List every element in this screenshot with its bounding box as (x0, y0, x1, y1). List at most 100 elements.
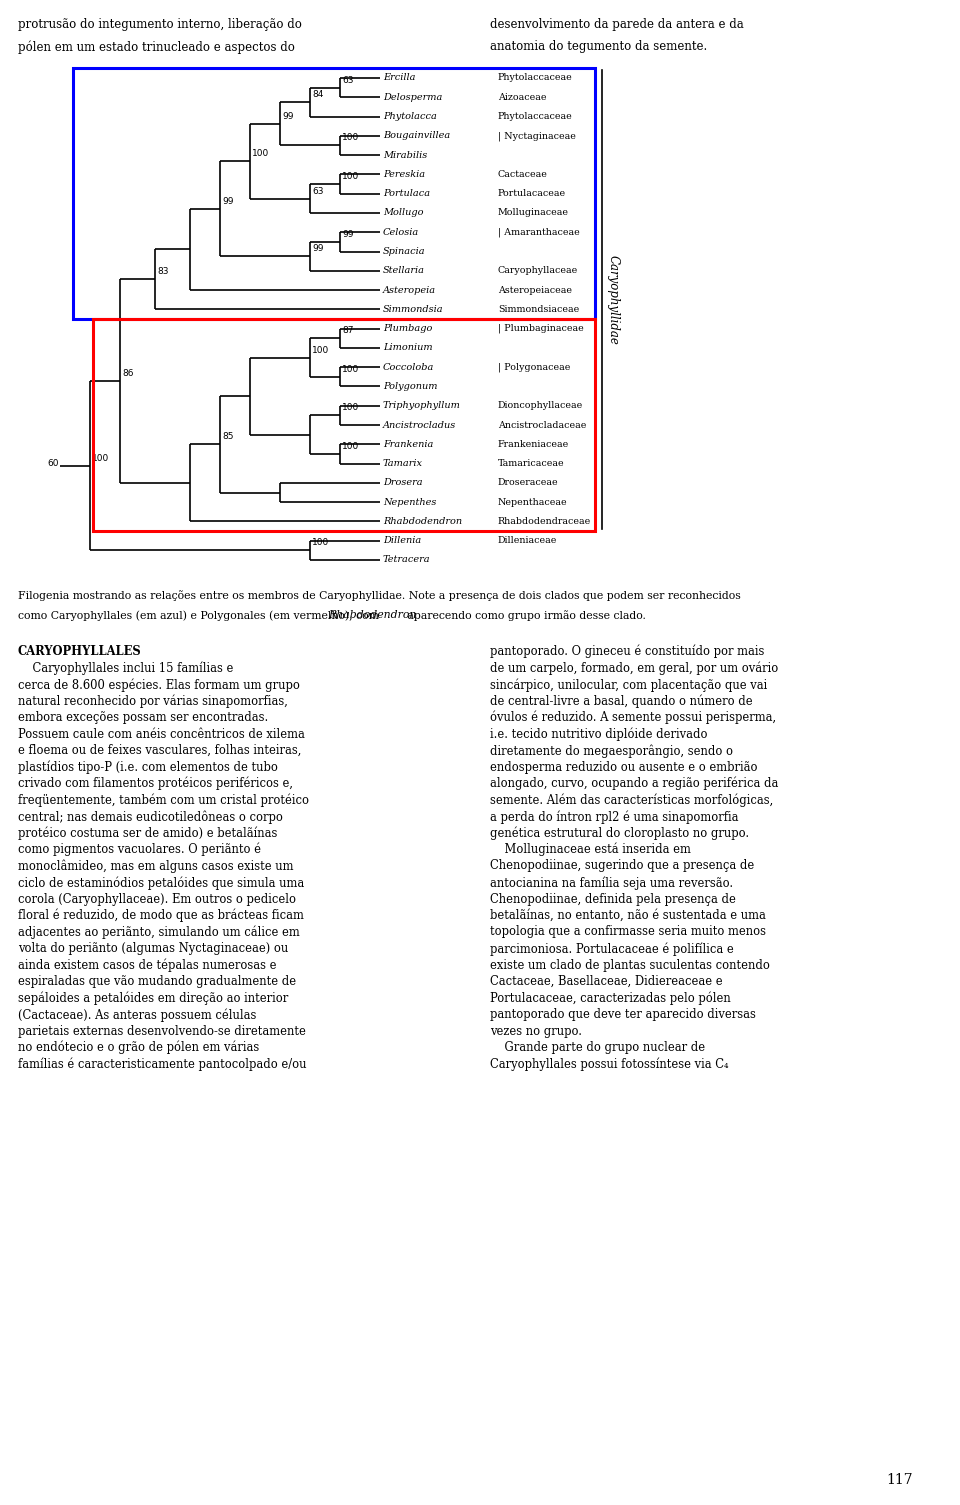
Text: parcimoniosa. Portulacaceae é polifílica e: parcimoniosa. Portulacaceae é polifílica… (490, 942, 733, 956)
Text: Nepenthes: Nepenthes (383, 498, 437, 507)
Text: plastídios tipo-P (i.e. com elementos de tubo: plastídios tipo-P (i.e. com elementos de… (18, 760, 277, 774)
Text: betalãínas, no entanto, não é sustentada e uma: betalãínas, no entanto, não é sustentada… (490, 909, 766, 923)
Text: Ancistrocladaceae: Ancistrocladaceae (498, 420, 587, 429)
Text: anatomia do tegumento da semente.: anatomia do tegumento da semente. (490, 41, 708, 53)
Text: Caryophyllaceae: Caryophyllaceae (498, 266, 578, 275)
Text: floral é reduzido, de modo que as brácteas ficam: floral é reduzido, de modo que as brácte… (18, 909, 304, 923)
Text: Asteropeia: Asteropeia (383, 286, 436, 295)
Text: Stellaria: Stellaria (383, 266, 425, 275)
Text: volta do periãnto (algumas Nyctaginaceae) ou: volta do periãnto (algumas Nyctaginaceae… (18, 942, 288, 956)
Text: ainda existem casos de tépalas numerosas e: ainda existem casos de tépalas numerosas… (18, 959, 276, 972)
Text: corola (Caryophyllaceae). Em outros o pedicelo: corola (Caryophyllaceae). Em outros o pe… (18, 892, 296, 906)
Text: vezes no grupo.: vezes no grupo. (490, 1025, 582, 1037)
Text: 100: 100 (342, 403, 359, 412)
Text: 100: 100 (342, 134, 359, 143)
Text: a perda do íntron rpl2 é uma sinapomorfia: a perda do íntron rpl2 é uma sinapomorfi… (490, 810, 738, 823)
Text: endosperma reduzido ou ausente e o embrião: endosperma reduzido ou ausente e o embri… (490, 760, 757, 774)
Text: Tetracera: Tetracera (383, 555, 431, 564)
Text: Aizoaceae: Aizoaceae (498, 93, 546, 102)
Text: Mollugo: Mollugo (383, 209, 423, 217)
Text: Filogenia mostrando as relações entre os membros de Caryophyllidae. Note a prese: Filogenia mostrando as relações entre os… (18, 590, 741, 600)
Text: Phytolaccaceae: Phytolaccaceae (498, 111, 573, 120)
Text: no endótecio e o grão de pólen em várias: no endótecio e o grão de pólen em várias (18, 1041, 259, 1055)
Text: antocianina na família seja uma reversão.: antocianina na família seja uma reversão… (490, 876, 733, 889)
Text: Grande parte do grupo nuclear de: Grande parte do grupo nuclear de (490, 1041, 706, 1053)
Text: Molluginaceae: Molluginaceae (498, 209, 569, 217)
Text: como pigmentos vacuolares. O periãnto é: como pigmentos vacuolares. O periãnto é (18, 843, 261, 856)
Bar (93, 319, 595, 531)
Text: de central-livre a basal, quando o número de: de central-livre a basal, quando o númer… (490, 694, 753, 707)
Text: aparecendo como grupo irmão desse clado.: aparecendo como grupo irmão desse clado. (404, 610, 646, 622)
Text: sincárpico, unilocular, com placentação que vai: sincárpico, unilocular, com placentação … (490, 677, 767, 691)
Text: Possuem caule com anéis concêntricos de xilema: Possuem caule com anéis concêntricos de … (18, 727, 305, 740)
Text: Dioncophyllaceae: Dioncophyllaceae (498, 402, 584, 411)
Text: sepáloides a petalóides em direção ao interior: sepáloides a petalóides em direção ao in… (18, 992, 288, 1005)
Text: 85: 85 (222, 432, 233, 441)
Text: parietais externas desenvolvendo-se diretamente: parietais externas desenvolvendo-se dire… (18, 1025, 306, 1037)
Text: Phytolaccaceae: Phytolaccaceae (498, 74, 573, 83)
Text: topologia que a confirmasse seria muito menos: topologia que a confirmasse seria muito … (490, 926, 766, 939)
Text: Limonium: Limonium (383, 343, 433, 352)
Text: Frankeniaceae: Frankeniaceae (498, 439, 569, 448)
Text: CARYOPHYLLALES: CARYOPHYLLALES (18, 646, 142, 658)
Text: 100: 100 (312, 346, 329, 355)
Text: 100: 100 (342, 172, 359, 181)
Text: Cactaceae: Cactaceae (498, 170, 548, 179)
Text: Tamaricaceae: Tamaricaceae (498, 459, 564, 468)
Text: alongado, curvo, ocupando a região periférica da: alongado, curvo, ocupando a região perif… (490, 777, 779, 790)
Text: | Polygonaceae: | Polygonaceae (498, 363, 570, 372)
Text: Pereskia: Pereskia (383, 170, 425, 179)
Text: | Nyctaginaceae: | Nyctaginaceae (498, 131, 576, 140)
Text: Caryophyllales inclui 15 famílias e: Caryophyllales inclui 15 famílias e (18, 662, 233, 676)
Text: existe um clado de plantas suculentas contendo: existe um clado de plantas suculentas co… (490, 959, 770, 972)
Text: crivado com filamentos protéicos periféricos e,: crivado com filamentos protéicos perifér… (18, 777, 293, 790)
Text: e floema ou de feixes vasculares, folhas inteiras,: e floema ou de feixes vasculares, folhas… (18, 743, 301, 757)
Text: Celosia: Celosia (383, 227, 420, 236)
Text: 99: 99 (312, 244, 324, 253)
Text: adjacentes ao periãnto, simulando um cálice em: adjacentes ao periãnto, simulando um cál… (18, 926, 300, 939)
Text: Rhabdodendron: Rhabdodendron (383, 516, 462, 525)
Text: Phytolacca: Phytolacca (383, 111, 437, 120)
Text: óvulos é reduzido. A semente possui perisperma,: óvulos é reduzido. A semente possui peri… (490, 710, 776, 724)
Text: desenvolvimento da parede da antera e da: desenvolvimento da parede da antera e da (490, 18, 744, 32)
Bar (73, 68, 595, 319)
Text: Ercilla: Ercilla (383, 74, 416, 83)
Text: Coccoloba: Coccoloba (383, 363, 434, 372)
Text: (Cactaceae). As anteras possuem células: (Cactaceae). As anteras possuem células (18, 1008, 256, 1022)
Text: Chenopodiinae, definida pela presença de: Chenopodiinae, definida pela presença de (490, 892, 736, 906)
Text: Nepenthaceae: Nepenthaceae (498, 498, 567, 507)
Text: Polygonum: Polygonum (383, 382, 438, 391)
Text: genética estrutural do cloroplasto no grupo.: genética estrutural do cloroplasto no gr… (490, 826, 749, 840)
Text: Plumbago: Plumbago (383, 324, 432, 333)
Text: Spinacia: Spinacia (383, 247, 425, 256)
Text: Portulacaceae: Portulacaceae (498, 190, 566, 199)
Text: monoclâmideo, mas em alguns casos existe um: monoclâmideo, mas em alguns casos existe… (18, 859, 294, 873)
Text: 87: 87 (342, 327, 353, 336)
Text: | Plumbaginaceae: | Plumbaginaceae (498, 324, 584, 334)
Text: | Amaranthaceae: | Amaranthaceae (498, 227, 580, 236)
Text: Asteropeiaceae: Asteropeiaceae (498, 286, 572, 295)
Text: Ancistrocladus: Ancistrocladus (383, 420, 456, 429)
Text: cerca de 8.600 espécies. Elas formam um grupo: cerca de 8.600 espécies. Elas formam um … (18, 677, 300, 691)
Text: 99: 99 (282, 111, 294, 120)
Text: Portulaca: Portulaca (383, 190, 430, 199)
Text: Delosperma: Delosperma (383, 93, 443, 102)
Text: Bougainvillea: Bougainvillea (383, 131, 450, 140)
Text: Molluginaceae está inserida em: Molluginaceae está inserida em (490, 843, 691, 856)
Text: 86: 86 (122, 369, 133, 378)
Text: 100: 100 (312, 539, 329, 548)
Text: Simmondsia: Simmondsia (383, 306, 444, 315)
Text: central; nas demais eudicotiledôneas o corpo: central; nas demais eudicotiledôneas o c… (18, 810, 283, 823)
Text: como Caryophyllales (em azul) e Polygonales (em vermelho), com: como Caryophyllales (em azul) e Polygona… (18, 610, 382, 620)
Text: diretamente do megaesporângio, sendo o: diretamente do megaesporângio, sendo o (490, 743, 733, 757)
Text: 117: 117 (887, 1473, 913, 1487)
Text: 100: 100 (342, 364, 359, 373)
Text: natural reconhecido por várias sinapomorfias,: natural reconhecido por várias sinapomor… (18, 694, 288, 707)
Text: 99: 99 (342, 230, 353, 239)
Text: Rhabdodendron: Rhabdodendron (328, 610, 417, 620)
Text: 83: 83 (157, 268, 169, 277)
Text: Caryophyllidae: Caryophyllidae (607, 254, 620, 345)
Text: protrusão do integumento interno, liberação do: protrusão do integumento interno, libera… (18, 18, 301, 32)
Text: Simmondsiaceae: Simmondsiaceae (498, 306, 579, 315)
Text: Triphyophyllum: Triphyophyllum (383, 402, 461, 411)
